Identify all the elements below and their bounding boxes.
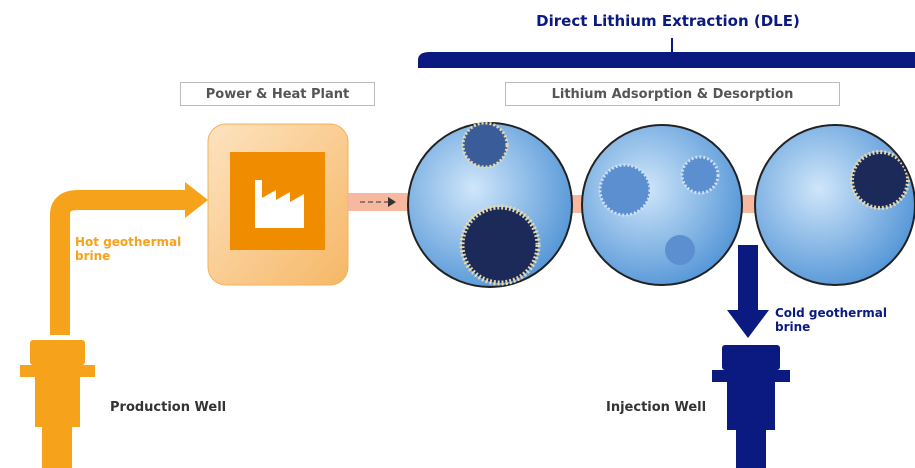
hot-pipe (50, 190, 188, 335)
particle (459, 204, 541, 286)
production-label: Production Well (110, 400, 227, 415)
particle (598, 163, 652, 217)
title: Direct Lithium Extraction (DLE) (536, 12, 800, 30)
circle-outline (754, 124, 915, 286)
factory-icon (255, 180, 304, 228)
particle (665, 235, 695, 265)
dash-arrow-head (388, 197, 396, 207)
plant-label: Power & Heat Plant (180, 82, 375, 106)
cold-label: Cold geothermal brine (775, 306, 887, 334)
dle-bar (418, 52, 915, 68)
particle (680, 155, 720, 195)
hot-arrow (185, 182, 208, 218)
adsorption-label: Lithium Adsorption & Desorption (505, 82, 840, 106)
cold-arrow (727, 310, 769, 338)
hot-label: Hot geothermal brine (75, 235, 182, 263)
cold-pipe (738, 245, 758, 313)
particle (461, 121, 509, 169)
injection-well (712, 345, 790, 468)
particle (850, 150, 910, 210)
injection-label: Injection Well (606, 400, 707, 415)
production-well (20, 340, 95, 468)
